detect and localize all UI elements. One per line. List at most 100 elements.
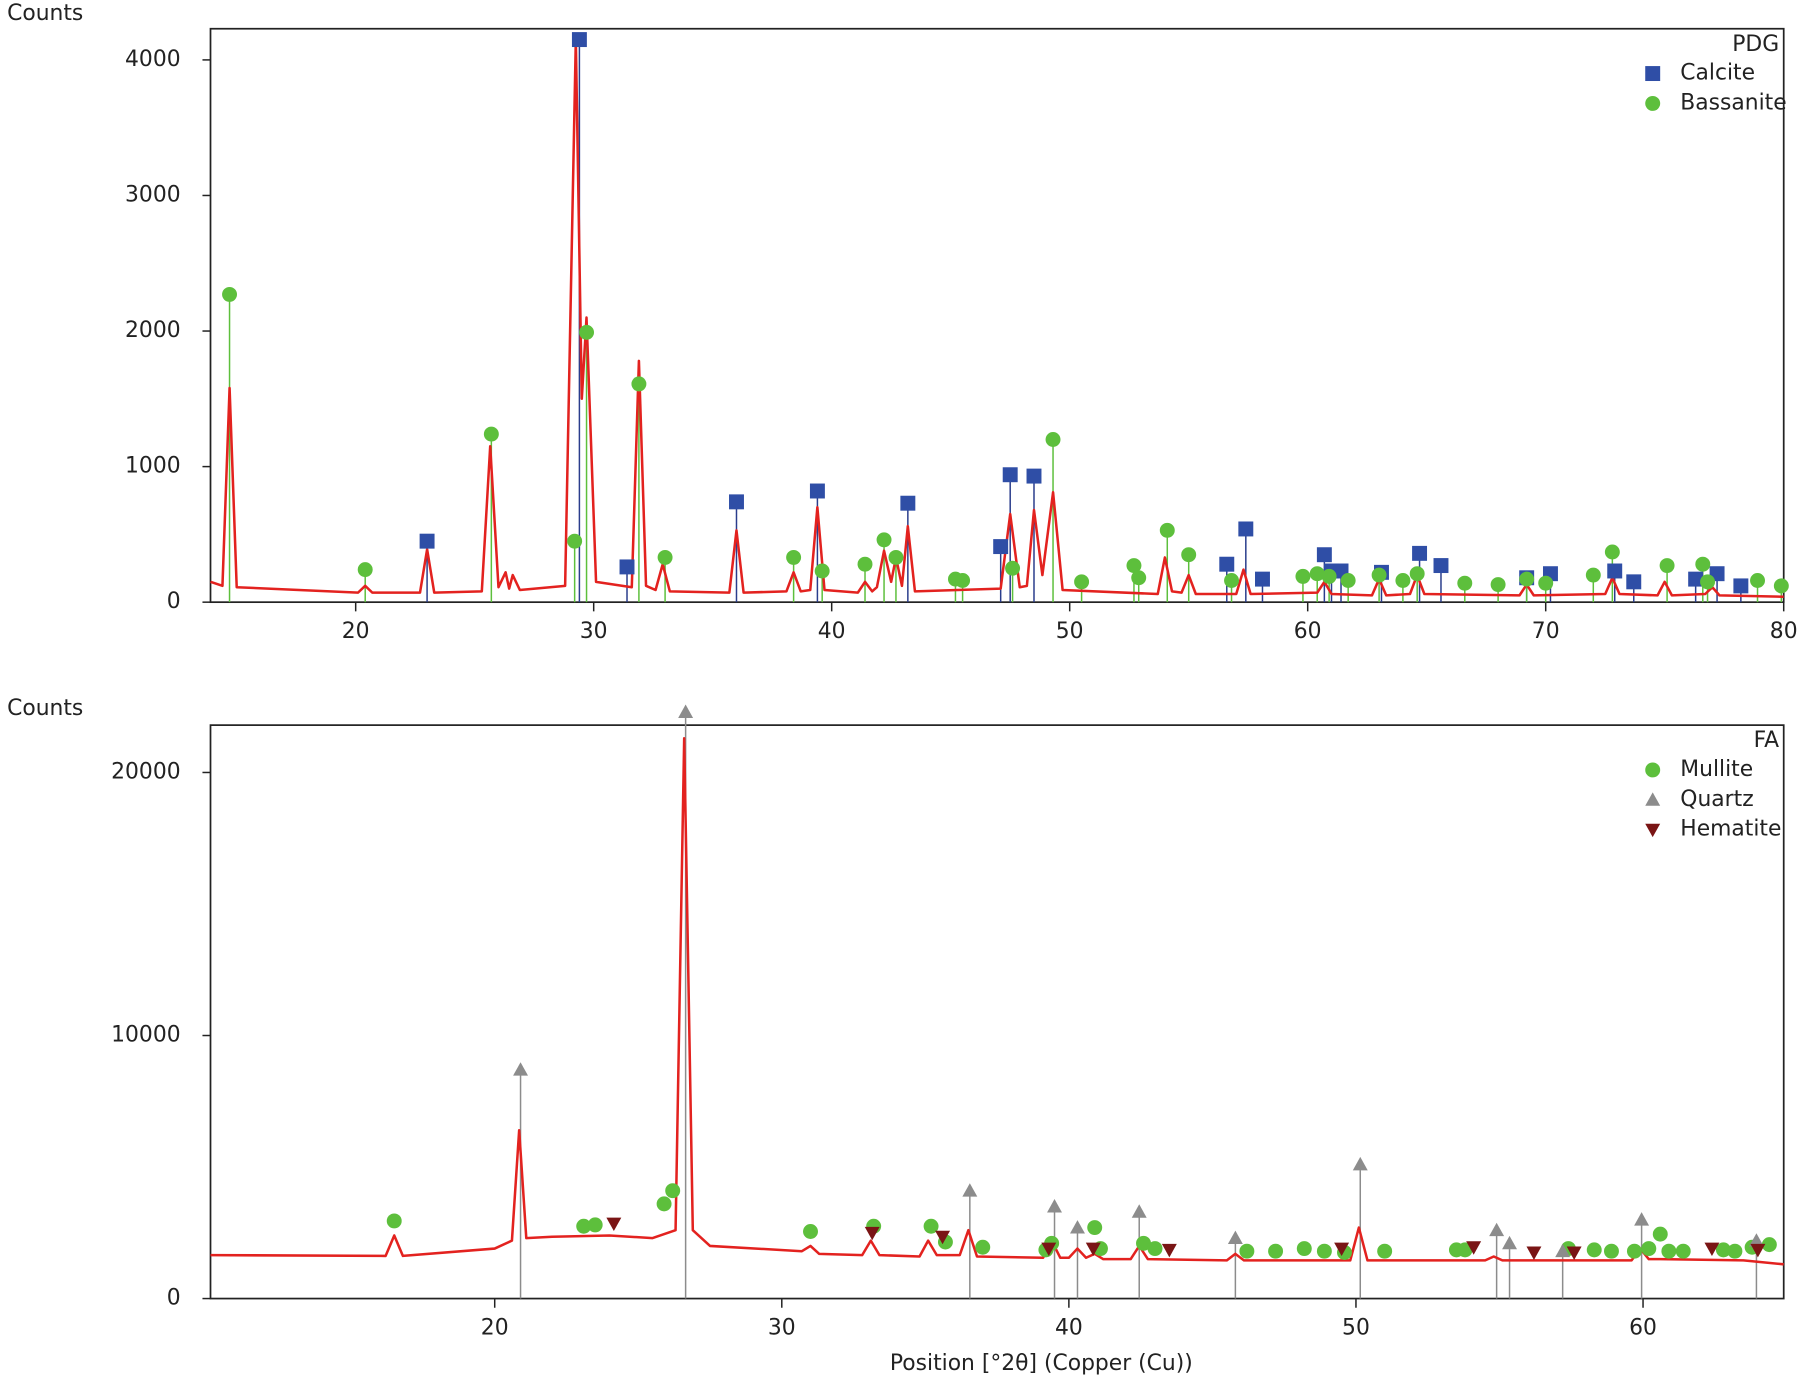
marker [803,1224,818,1239]
y-axis-label: Counts [7,1,83,26]
marker [665,1183,681,1199]
x-tick-label: 50 [1342,1315,1370,1340]
x-tick-label: 20 [481,1315,509,1340]
marker [1352,1156,1368,1171]
marker [357,562,373,578]
marker [1295,568,1311,584]
legend-label: Quartz [1680,787,1753,812]
legend-label: Mullite [1680,757,1753,782]
marker [1675,1243,1691,1259]
marker [729,494,744,510]
marker [1652,1226,1668,1242]
marker [656,1196,672,1212]
legend-title: FA [1754,728,1780,753]
marker [1147,1241,1163,1257]
marker [1131,1204,1147,1218]
marker [631,376,647,392]
marker [1604,544,1620,560]
plot-frame [209,724,1785,1300]
marker [864,1226,880,1241]
y-tick-label: 1000 [125,454,181,479]
marker [576,1218,592,1234]
marker [1268,1243,1284,1259]
marker [1727,1243,1743,1259]
marker [1526,1246,1542,1260]
marker [1074,574,1090,590]
marker [1466,1241,1482,1255]
x-tick-label: 50 [1056,619,1084,644]
legend-marker [1645,66,1661,82]
marker [1748,1233,1764,1247]
marker [678,704,694,718]
y-tick-label: 10000 [111,1023,180,1048]
marker [1761,1237,1777,1253]
y-tick-label: 3000 [125,182,181,207]
marker [1316,547,1332,563]
marker [1586,1242,1602,1258]
marker [814,563,830,579]
plot-frame [209,27,1785,604]
marker [1626,574,1642,590]
marker [1227,1230,1243,1245]
marker [1688,571,1704,587]
marker [809,483,825,499]
marker [1395,573,1411,588]
marker [1661,1243,1677,1259]
marker [567,533,583,549]
marker [1659,558,1675,574]
marker [1126,558,1142,574]
legend-label: Calcite [1680,61,1755,86]
marker [1085,1242,1101,1257]
marker [1603,1243,1619,1259]
x-tick-label: 80 [1770,619,1798,644]
marker [1131,570,1147,586]
x-tick-label: 30 [580,619,608,644]
marker [1321,568,1337,584]
y-tick-label: 4000 [125,47,181,72]
marker [1219,556,1235,572]
marker [419,533,435,549]
marker [1555,1243,1571,1258]
pattern-line [210,736,1784,1266]
marker [1005,560,1021,576]
marker [1695,556,1711,572]
legend-marker [1645,792,1661,806]
marker [1087,1220,1103,1236]
marker [1715,1242,1731,1258]
marker [1733,578,1749,594]
x-tick-label: 40 [818,619,846,644]
x-tick-label: 40 [1055,1315,1083,1340]
marker [1457,1242,1473,1258]
marker [1316,1243,1332,1259]
legend-marker [1645,762,1661,778]
marker [587,1217,603,1233]
legend-marker [1645,95,1661,111]
marker [1334,1242,1350,1257]
marker [1255,571,1270,587]
legend-title: PDG [1732,32,1779,57]
marker [1585,567,1601,583]
marker [483,426,499,442]
marker [1371,567,1387,583]
y-tick-label: 0 [167,589,181,614]
marker [1377,1243,1393,1259]
marker [1409,566,1425,582]
marker [619,559,635,575]
legend-label: Hematite [1680,817,1781,842]
marker [1041,1242,1057,1257]
marker [1238,521,1254,537]
y-tick-label: 2000 [125,318,181,343]
marker [1002,467,1018,483]
marker [1340,573,1356,588]
marker [1502,1235,1518,1250]
marker [1070,1220,1085,1234]
marker [1704,1242,1720,1257]
x-tick-label: 60 [1629,1315,1657,1340]
y-tick-label: 20000 [111,759,180,784]
marker [513,1062,529,1076]
marker [923,1218,939,1234]
marker [1047,1199,1062,1213]
marker [579,324,595,340]
